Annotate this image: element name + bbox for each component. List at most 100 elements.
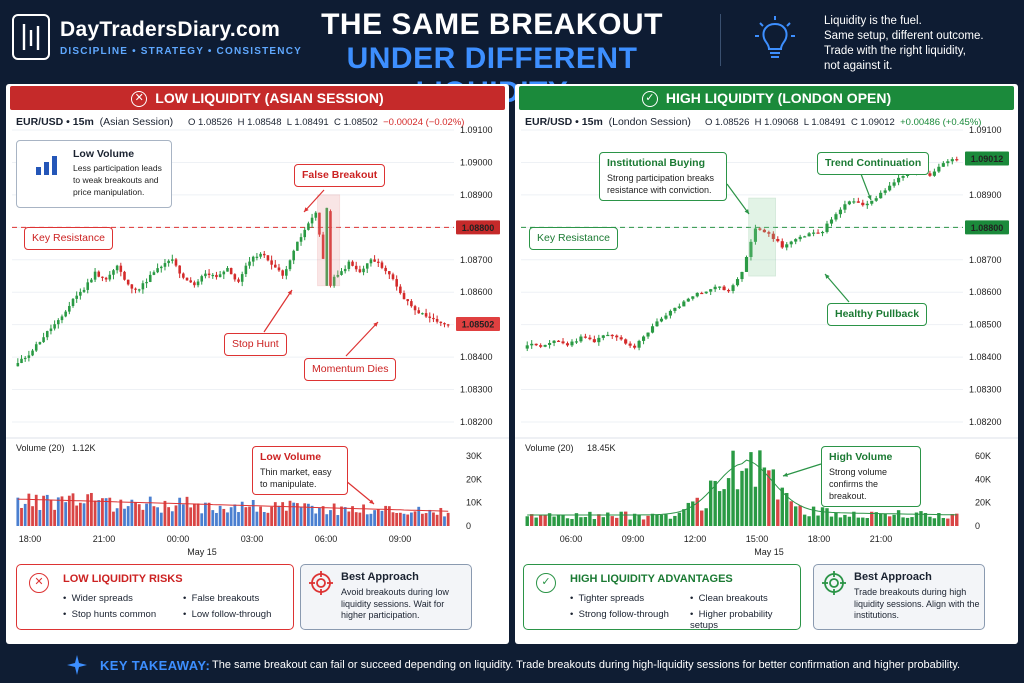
volume-bar — [896, 510, 901, 526]
volume-bar — [97, 500, 101, 526]
candle — [410, 301, 413, 307]
volume-tick-label: 60K — [975, 451, 991, 461]
volume-bar — [391, 512, 395, 526]
volume-value: 18.45K — [587, 443, 616, 453]
false-breakout-callout: False Breakout — [294, 164, 386, 187]
volume-bar — [758, 450, 762, 526]
callout-text: Key Resistance — [537, 232, 610, 244]
candle — [548, 342, 552, 345]
candle — [237, 279, 240, 282]
x-tick-label: 06:00 — [315, 534, 338, 544]
volume-bar — [807, 516, 811, 526]
volume-bar — [237, 512, 240, 526]
breakout-zone — [748, 197, 776, 277]
y-tick-label: 1.08900 — [460, 190, 493, 200]
candle — [285, 269, 288, 276]
volume-tick-label: 40K — [975, 474, 991, 484]
x-tick-label: 06:00 — [560, 534, 583, 544]
brand-name: DayTradersDiary.com — [60, 18, 281, 41]
volume-bar — [695, 497, 699, 526]
volume-bar — [785, 492, 789, 526]
volume-bar — [148, 496, 152, 526]
y-tick-label: 1.09100 — [969, 125, 1002, 135]
page-title-line1: THE SAME BREAKOUT — [321, 8, 663, 41]
header: DayTradersDiary.com DISCIPLINE • STRATEG… — [0, 0, 1024, 109]
volume-bar — [870, 511, 874, 526]
stop-hunt-arrow-head — [287, 290, 292, 295]
candle — [780, 241, 784, 248]
candle — [820, 231, 825, 234]
volume-bar — [650, 513, 655, 526]
candle — [579, 336, 583, 342]
low-volume-body: Less participation leads to weak breakou… — [73, 163, 162, 197]
ohlc-readout: O 1.08526 H 1.09068 L 1.08491 C 1.09012 … — [705, 117, 981, 128]
candle — [82, 289, 86, 292]
y-tick-label: 1.08300 — [969, 385, 1002, 395]
volume-bar — [641, 519, 646, 526]
candle — [870, 200, 874, 204]
volume-tick-label: 10K — [466, 498, 482, 508]
volume-bar — [134, 502, 137, 526]
candle — [336, 274, 340, 277]
candle — [950, 159, 954, 162]
volume-bar — [86, 494, 90, 526]
candle — [556, 340, 561, 342]
volume-bar — [955, 513, 959, 526]
volume-bar — [266, 512, 270, 526]
last-price-tag-text: 1.09012 — [971, 154, 1004, 164]
candle — [583, 336, 587, 338]
candle — [695, 292, 699, 297]
volume-bar — [525, 516, 529, 526]
candle — [946, 161, 950, 164]
candle — [314, 212, 318, 218]
candle — [229, 268, 233, 275]
candle — [619, 337, 623, 340]
x-circle-icon: ✕ — [29, 573, 49, 593]
volume-bar — [740, 470, 744, 526]
candle — [561, 341, 565, 344]
volume-bar — [570, 518, 574, 526]
trend-continuation-callout: Trend Continuation — [817, 152, 930, 175]
candle — [852, 201, 856, 203]
volume-bar — [659, 514, 664, 526]
stop-hunt-callout: Stop Hunt — [224, 333, 287, 356]
volume-bar — [838, 517, 843, 526]
callout-text: Momentum Dies — [312, 363, 389, 375]
volume-bar — [119, 499, 123, 526]
volume-bar — [668, 518, 673, 526]
candle — [758, 228, 762, 230]
symbol: EUR/USD • 15m — [16, 116, 94, 128]
candle — [64, 311, 67, 317]
candle — [650, 326, 655, 333]
volume-bar — [646, 515, 650, 526]
institutional-buying-callout: Institutional Buying Strong participatio… — [599, 152, 727, 201]
high-volume-arrow-head — [783, 472, 788, 477]
volume-bar — [321, 506, 325, 526]
volume-bar — [435, 514, 439, 526]
volume-bar — [53, 509, 57, 526]
check-circle-icon: ✓ — [641, 91, 658, 108]
low-volume-arrow-head — [369, 499, 374, 504]
high-value: H 1.08548 — [237, 117, 282, 128]
candle — [941, 163, 945, 167]
breakout-zone — [317, 194, 341, 287]
candle — [215, 274, 218, 278]
volume-bar — [637, 514, 641, 526]
volume-bar — [439, 507, 443, 526]
candle — [373, 259, 376, 262]
candle — [888, 185, 892, 191]
candle — [574, 341, 579, 343]
high-liquidity-chart: 1.091001.090001.089001.088001.087001.086… — [515, 125, 1018, 557]
candle — [417, 310, 421, 314]
volume-bar — [108, 497, 112, 526]
last-price-tag-text: 1.08502 — [462, 320, 495, 330]
quote-line: Trade with the right liquidity, — [824, 45, 966, 57]
candle — [23, 357, 27, 360]
volume-bar — [708, 480, 713, 526]
volume-bar — [574, 513, 579, 526]
approach-title: Best Approach — [854, 571, 932, 583]
candle — [601, 335, 605, 338]
volume-bar — [919, 511, 923, 526]
candle — [856, 201, 860, 203]
volume-bar — [655, 514, 659, 526]
